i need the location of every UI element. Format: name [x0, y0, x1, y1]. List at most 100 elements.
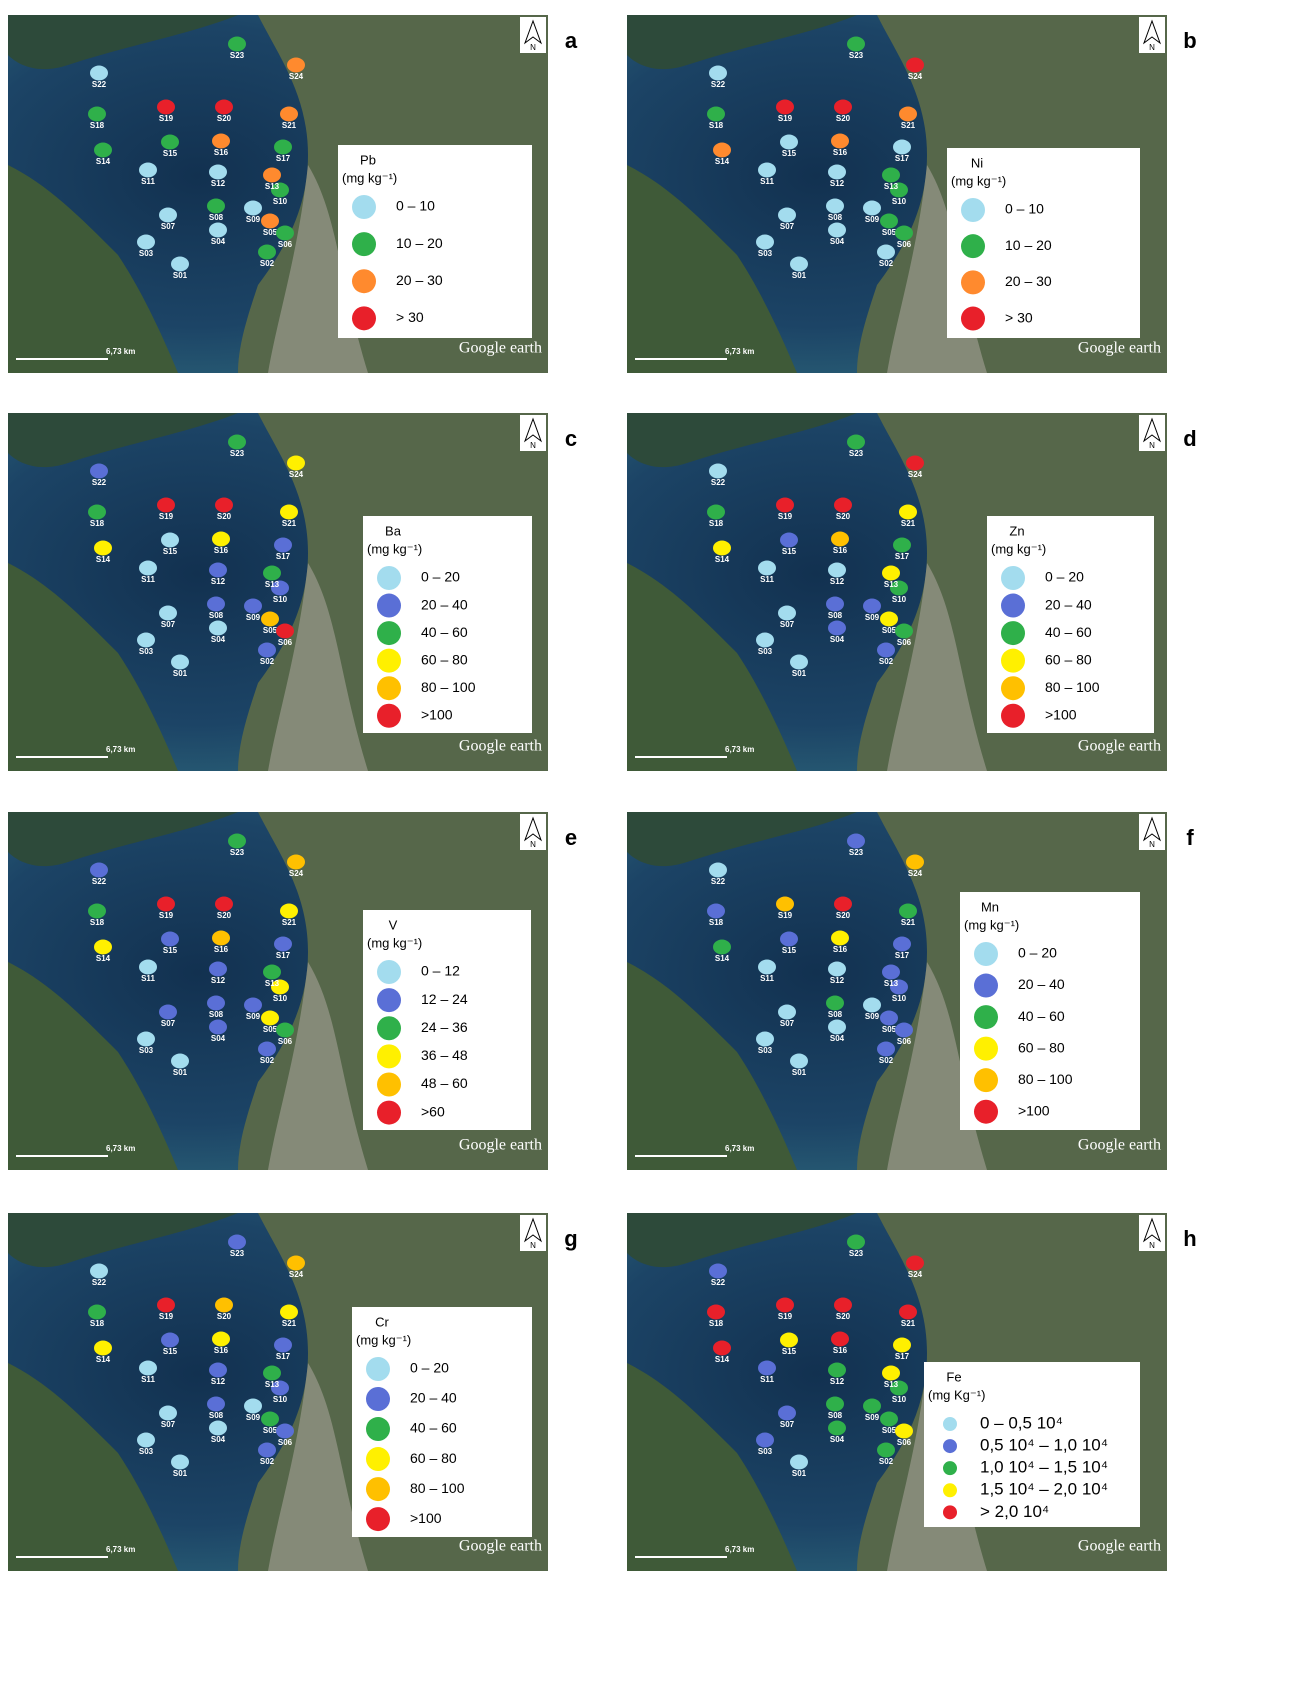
- station-marker: [207, 597, 225, 612]
- station-label: S20: [217, 512, 232, 521]
- station-label: S05: [263, 626, 278, 635]
- station-label: S17: [276, 552, 291, 561]
- station-label: S05: [882, 228, 897, 237]
- legend-swatch: [974, 1005, 998, 1029]
- station-marker: [137, 1433, 155, 1448]
- station-marker: [758, 1361, 776, 1376]
- station-marker: [90, 1264, 108, 1279]
- station-label: S23: [849, 848, 864, 857]
- legend-label: 20 – 40: [1045, 596, 1092, 612]
- legend-swatch: [1001, 649, 1025, 673]
- station-marker: [713, 143, 731, 158]
- station-label: S23: [230, 449, 245, 458]
- station-label: S10: [892, 595, 907, 604]
- station-marker: [276, 624, 294, 639]
- station-label: S24: [289, 470, 304, 479]
- station-label: S22: [92, 478, 107, 487]
- legend-label: 40 – 60: [1018, 1008, 1065, 1024]
- station-label: S07: [780, 1420, 795, 1429]
- station-label: S11: [141, 575, 155, 584]
- station-marker: [831, 931, 849, 946]
- station-label: S09: [865, 215, 880, 224]
- station-label: S02: [879, 1056, 894, 1065]
- station-label: S11: [760, 1375, 774, 1384]
- station-marker: [893, 1338, 911, 1353]
- station-marker: [826, 199, 844, 214]
- station-label: S10: [273, 1395, 288, 1404]
- north-label: N: [1149, 441, 1155, 450]
- station-label: S18: [709, 519, 724, 528]
- station-marker: [287, 58, 305, 73]
- station-marker: [94, 940, 112, 955]
- station-label: S17: [895, 1352, 910, 1361]
- station-label: S19: [778, 911, 793, 920]
- legend-title: Pb: [360, 152, 376, 167]
- legend-label: 0 – 20: [1018, 945, 1057, 961]
- station-marker: [882, 965, 900, 980]
- station-label: S03: [139, 647, 154, 656]
- station-marker: [157, 897, 175, 912]
- legend-label: >60: [421, 1103, 445, 1119]
- station-marker: [88, 505, 106, 520]
- legend-label: 36 – 48: [421, 1047, 468, 1063]
- figure: 6,73 kmGoogle earthNS01S02S03S04S05S06S0…: [0, 0, 1295, 1690]
- legend-swatch: [1001, 621, 1025, 645]
- station-label: S08: [828, 611, 843, 620]
- station-label: S12: [830, 1377, 845, 1386]
- station-marker: [863, 201, 881, 216]
- legend-unit: (mg kg⁻¹): [964, 917, 1019, 932]
- station-label: S13: [265, 1380, 280, 1389]
- station-label: S08: [209, 611, 224, 620]
- station-label: S09: [865, 613, 880, 622]
- station-marker: [893, 538, 911, 553]
- station-label: S06: [278, 638, 293, 647]
- station-marker: [847, 834, 865, 849]
- station-marker: [139, 561, 157, 576]
- station-marker: [709, 1264, 727, 1279]
- legend-swatch: [974, 942, 998, 966]
- station-marker: [893, 937, 911, 952]
- station-label: S03: [758, 1447, 773, 1456]
- station-marker: [834, 1298, 852, 1313]
- north-label: N: [1149, 840, 1155, 849]
- station-marker: [882, 1366, 900, 1381]
- station-marker: [215, 1298, 233, 1313]
- station-label: S11: [141, 974, 155, 983]
- station-marker: [161, 533, 179, 548]
- attribution: Google earth: [459, 1137, 542, 1154]
- legend-swatch: [377, 988, 401, 1012]
- station-label: S09: [246, 1413, 261, 1422]
- legend-swatch: [377, 621, 401, 645]
- station-label: S21: [901, 1319, 916, 1328]
- station-marker: [276, 1023, 294, 1038]
- station-marker: [209, 1421, 227, 1436]
- legend-swatch: [1001, 594, 1025, 618]
- legend-label: 20 – 30: [396, 272, 443, 288]
- station-marker: [834, 100, 852, 115]
- station-label: S03: [139, 1046, 154, 1055]
- station-marker: [895, 1424, 913, 1439]
- station-marker: [244, 599, 262, 614]
- station-marker: [828, 1020, 846, 1035]
- station-label: S23: [849, 1249, 864, 1258]
- station-label: S13: [884, 580, 899, 589]
- legend-swatch: [961, 198, 985, 222]
- legend-swatch: [377, 676, 401, 700]
- station-label: S20: [217, 911, 232, 920]
- station-marker: [159, 606, 177, 621]
- station-marker: [209, 563, 227, 578]
- station-marker: [756, 1433, 774, 1448]
- station-label: S22: [711, 877, 726, 886]
- legend-label: 60 – 80: [1018, 1039, 1065, 1055]
- legend-swatch: [366, 1417, 390, 1441]
- station-marker: [209, 621, 227, 636]
- station-label: S06: [897, 1438, 912, 1447]
- legend-swatch: [974, 1068, 998, 1092]
- station-label: S07: [780, 620, 795, 629]
- station-marker: [209, 1363, 227, 1378]
- station-marker: [157, 498, 175, 513]
- legend-swatch: [377, 1101, 401, 1125]
- legend-unit: (mg kg⁻¹): [367, 541, 422, 556]
- legend-label: 40 – 60: [410, 1420, 457, 1436]
- station-label: S17: [895, 552, 910, 561]
